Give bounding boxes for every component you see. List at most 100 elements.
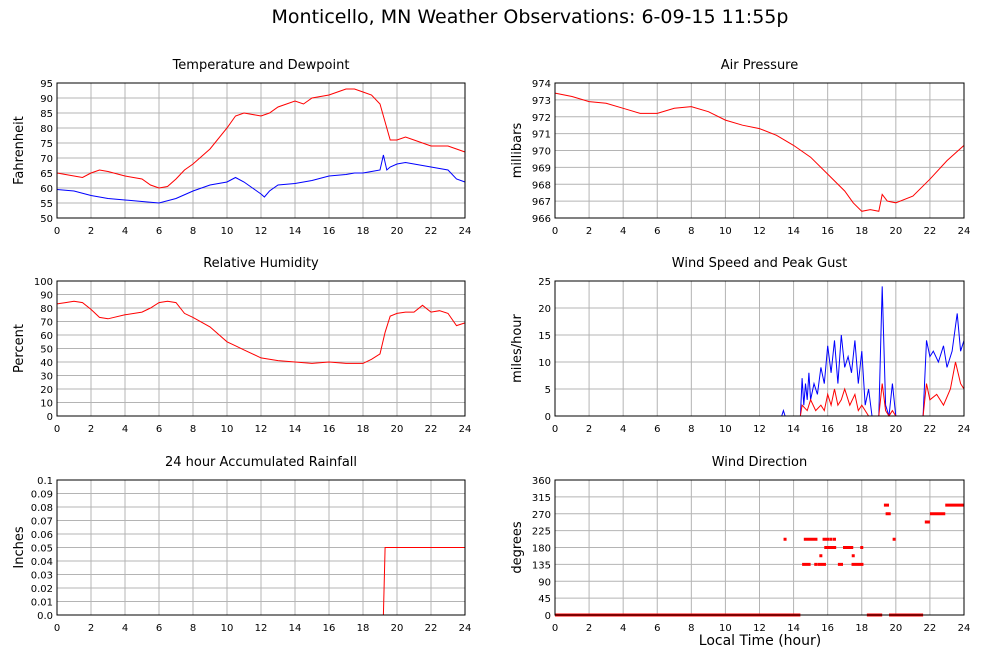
rain-ytick-label: 0.04	[31, 557, 53, 568]
rain-title: 24 hour Accumulated Rainfall	[165, 455, 357, 470]
humidity-xtick-label: 16	[323, 424, 336, 435]
wind-xtick-label: 12	[753, 424, 766, 435]
wind-ytick-label: 5	[545, 385, 551, 396]
temp-xtick-label: 6	[156, 226, 162, 237]
pressure-xtick-label: 6	[654, 226, 660, 237]
pressure-xtick-label: 20	[889, 226, 902, 237]
pressure-xtick-label: 2	[586, 226, 592, 237]
direction-title: Wind Direction	[712, 455, 808, 470]
wind-xtick-label: 18	[855, 424, 868, 435]
direction-point-7	[814, 562, 818, 566]
wind-xtick-label: 22	[924, 424, 937, 435]
wind-xtick-label: 14	[787, 424, 800, 435]
rain-xtick-label: 2	[88, 623, 94, 634]
temp-xtick-label: 14	[289, 226, 302, 237]
pressure-xtick-label: 18	[855, 226, 868, 237]
rain-frame	[56, 479, 466, 616]
pressure-xtick-label: 16	[821, 226, 834, 237]
temp-ytick-label: 95	[40, 79, 53, 90]
humidity-ytick-label: 70	[40, 318, 53, 329]
wind-frame	[554, 280, 965, 417]
rain-xtick-label: 4	[122, 623, 128, 634]
temp-xtick-label: 20	[391, 226, 404, 237]
wind-xtick-label: 10	[719, 424, 732, 435]
wind-ylabel: miles/hour	[510, 313, 525, 382]
humidity-xtick-label: 6	[156, 424, 162, 435]
pressure-ylabel: millibars	[510, 123, 525, 179]
pressure-ytick-label: 968	[532, 180, 551, 191]
humidity-xtick-label: 12	[255, 424, 268, 435]
direction-ytick-label: 90	[538, 577, 551, 588]
rain-ytick-label: 0.05	[31, 544, 53, 555]
direction-ytick-label: 270	[532, 510, 551, 521]
rain-xtick-label: 10	[221, 623, 234, 634]
humidity-ylabel: Percent	[12, 324, 27, 373]
rain-xtick-label: 12	[255, 623, 268, 634]
temp-series-0-line	[56, 88, 466, 189]
rain-ytick-label: 0.0	[37, 611, 53, 622]
rain-series-0-line	[57, 547, 465, 616]
page-title: Monticello, MN Weather Observations: 6-0…	[271, 6, 789, 28]
direction-frame	[554, 479, 965, 616]
pressure-frame	[554, 82, 965, 219]
temp-xtick-label: 12	[255, 226, 268, 237]
rain-ytick-label: 0.06	[31, 530, 53, 541]
rain-ytick-label: 0.08	[31, 503, 53, 514]
pressure-xtick-label: 12	[753, 226, 766, 237]
direction-point-3	[851, 554, 855, 558]
temp-xtick-label: 16	[323, 226, 336, 237]
temp-xtick-label: 2	[88, 226, 94, 237]
temp-xtick-label: 24	[459, 226, 472, 237]
humidity-series-0-line	[56, 300, 466, 364]
humidity-xtick-label: 24	[459, 424, 472, 435]
temp-ytick-label: 85	[40, 109, 53, 120]
pressure-ytick-label: 971	[532, 130, 551, 141]
pressure-xtick-label: 10	[719, 226, 732, 237]
rain-xtick-label: 18	[357, 623, 370, 634]
rain-ytick-label: 0.02	[31, 584, 53, 595]
humidity-ytick-label: 30	[40, 372, 53, 383]
rain-xtick-label: 24	[459, 623, 472, 634]
temp-ytick-label: 75	[40, 139, 53, 150]
direction-ytick-label: 225	[532, 527, 551, 538]
rain-xtick-label: 22	[425, 623, 438, 634]
direction-point-4	[860, 546, 864, 549]
pressure-xtick-label: 14	[787, 226, 800, 237]
pressure-ytick-label: 973	[532, 96, 551, 107]
rain-ytick-label: 0.09	[31, 490, 53, 501]
temp-ytick-label: 65	[40, 169, 53, 180]
wind-ytick-label: 25	[538, 277, 551, 288]
humidity-ytick-label: 10	[40, 399, 53, 410]
pressure-ytick-label: 974	[532, 79, 551, 90]
direction-ytick-label: 360	[532, 476, 551, 487]
temp-xtick-label: 4	[122, 226, 128, 237]
humidity-title: Relative Humidity	[203, 256, 319, 271]
wind-xtick-label: 20	[889, 424, 902, 435]
temp-ytick-label: 60	[40, 184, 53, 195]
wind-ytick-label: 15	[538, 331, 551, 342]
temp-ytick-label: 70	[40, 154, 53, 165]
direction-point-0	[783, 537, 787, 541]
temp-ytick-label: 80	[40, 124, 53, 135]
direction-ytick-label: 315	[532, 493, 551, 504]
direction-ytick-label: 135	[532, 560, 551, 571]
rain-xtick-label: 16	[323, 623, 336, 634]
pressure-ytick-label: 970	[532, 147, 551, 158]
humidity-xtick-label: 18	[357, 424, 370, 435]
rain-xtick-label: 0	[54, 623, 60, 634]
rain-xtick-label: 8	[190, 623, 196, 634]
wind-series-1-line	[555, 361, 965, 417]
direction-ytick-label: 45	[538, 594, 551, 605]
rain-ylabel: Inches	[12, 526, 27, 568]
pressure-xtick-label: 24	[958, 226, 971, 237]
direction-ylabel: degrees	[510, 521, 525, 574]
wind-xtick-label: 0	[552, 424, 558, 435]
temp-ytick-label: 50	[40, 214, 53, 225]
wind-xtick-label: 2	[586, 424, 592, 435]
direction-point-1	[819, 554, 823, 558]
humidity-xtick-label: 8	[190, 424, 196, 435]
humidity-xtick-label: 4	[122, 424, 128, 435]
direction-ytick-label: 0	[545, 611, 551, 622]
direction-point-6	[832, 537, 836, 541]
